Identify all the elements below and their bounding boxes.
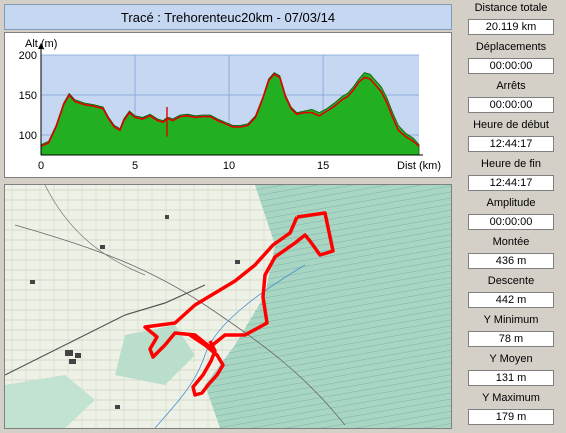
y-axis-arrow: [38, 43, 44, 49]
y-axis-label: Alt (m): [25, 38, 57, 50]
road-secondary: [14, 224, 346, 426]
road-main: [5, 284, 206, 376]
x-tick-label: 0: [38, 160, 44, 172]
stat-label: Y Maximum: [482, 392, 540, 404]
gps-track: [143, 211, 335, 359]
y-tick-label: 200: [19, 50, 37, 62]
y-tick-label: 150: [19, 90, 37, 102]
track-title-text: Tracé : Trehorenteuc20km - 07/03/14: [120, 9, 336, 25]
stat-label: Heure de début: [473, 119, 549, 131]
stat-value: 12:44:17: [468, 175, 554, 191]
y-tick-label: 100: [19, 130, 37, 142]
stat-value: 179 m: [468, 409, 554, 425]
x-tick-label: 10: [223, 160, 235, 172]
elevation-profile-chart[interactable]: 200 150 100 0 5 10 15 Alt (m) Dist (km): [5, 33, 451, 177]
stat-value: 00:00:00: [468, 58, 554, 74]
stat-label: Descente: [487, 275, 535, 287]
stat-value: 78 m: [468, 331, 554, 347]
stat-label: Montée: [492, 236, 530, 248]
map-canvas[interactable]: [5, 185, 451, 428]
stat-value: 00:00:00: [468, 214, 554, 230]
track-title: Tracé : Trehorenteuc20km - 07/03/14: [4, 4, 452, 30]
x-axis-label: Dist (km): [397, 160, 441, 172]
track-statistics-panel: Distance totale 20.119 km Déplacements 00:0…: [456, 0, 566, 433]
gps-track-south-loop: [189, 333, 225, 397]
stat-value: 436 m: [468, 253, 554, 269]
stat-label: Heure de fin: [481, 158, 541, 170]
elevation-area: [40, 72, 420, 156]
forest-patch-south: [5, 375, 95, 428]
stat-label: Distance totale: [474, 2, 548, 14]
stat-value: 442 m: [468, 292, 554, 308]
forest-hatching: [205, 185, 451, 428]
stat-label: Amplitude: [486, 197, 536, 209]
stat-label: Y Minimum: [483, 314, 539, 326]
elevation-profile-panel[interactable]: 200 150 100 0 5 10 15 Alt (m) Dist (km): [4, 32, 452, 178]
stream: [154, 264, 306, 428]
x-tick-label: 15: [317, 160, 329, 172]
stat-label: Déplacements: [475, 41, 547, 53]
stat-label: Y Moyen: [489, 353, 533, 365]
stat-value: 20.119 km: [468, 19, 554, 35]
x-tick-label: 5: [132, 160, 138, 172]
road-north: [44, 185, 146, 276]
stat-value: 12:44:17: [468, 136, 554, 152]
topographic-map[interactable]: [4, 184, 452, 429]
village-markers: [30, 215, 240, 409]
stat-label: Arrêts: [496, 80, 526, 92]
stat-value: 00:00:00: [468, 97, 554, 113]
stat-value: 131 m: [468, 370, 554, 386]
elevation-line: [40, 73, 420, 147]
